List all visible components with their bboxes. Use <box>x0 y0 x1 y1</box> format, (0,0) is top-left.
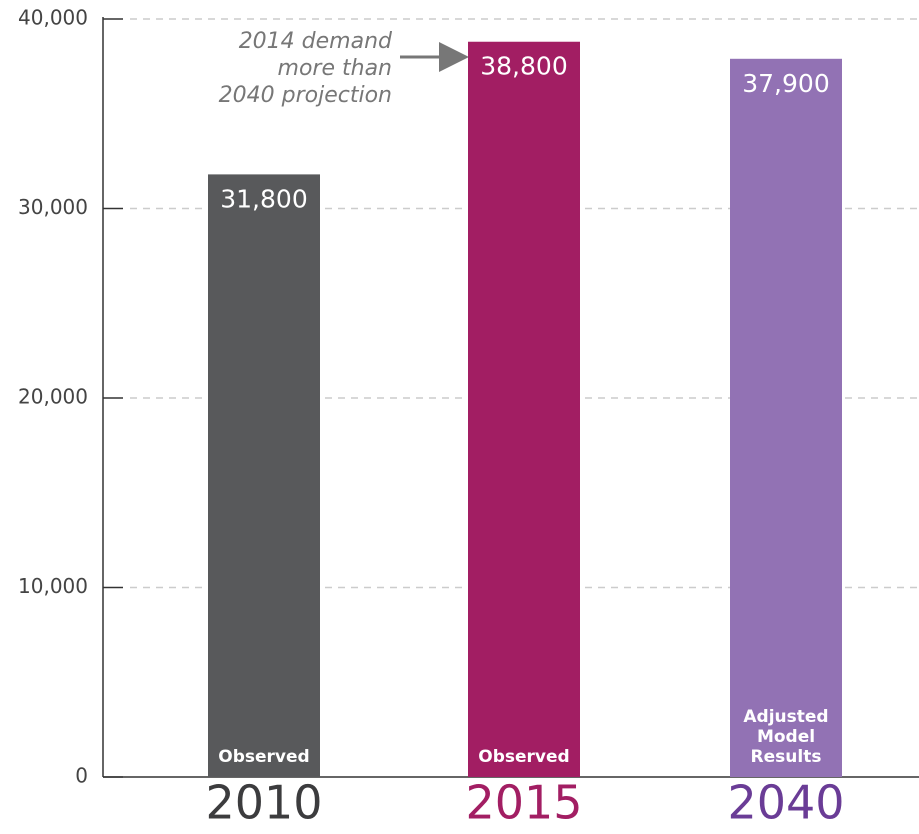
annotation: 2040 projection <box>219 83 392 108</box>
y-tick-label: 10,000 <box>18 574 88 598</box>
y-tick-label: 0 <box>75 764 88 788</box>
annotation: more than <box>278 56 392 81</box>
bar <box>730 58 842 778</box>
annotation: 2014 demand <box>239 29 393 54</box>
x-tick-label: 2015 <box>465 776 582 830</box>
value-label: 38,800 <box>480 52 567 81</box>
bar-label: Observed <box>218 747 309 767</box>
y-tick-label: 40,000 <box>18 6 88 30</box>
bar <box>468 41 580 778</box>
y-tick-label: 30,000 <box>18 195 88 219</box>
bar-label: Results <box>751 747 822 767</box>
bar-label: Adjusted <box>743 707 828 727</box>
bar <box>208 174 320 777</box>
bar-label: Model <box>757 727 815 747</box>
value-label: 31,800 <box>220 184 307 213</box>
x-tick-label: 2010 <box>205 776 322 830</box>
x-tick-label: 2040 <box>727 776 844 830</box>
value-label: 37,900 <box>742 69 829 98</box>
bar-label: Observed <box>478 747 569 767</box>
y-tick-label: 20,000 <box>18 385 88 409</box>
